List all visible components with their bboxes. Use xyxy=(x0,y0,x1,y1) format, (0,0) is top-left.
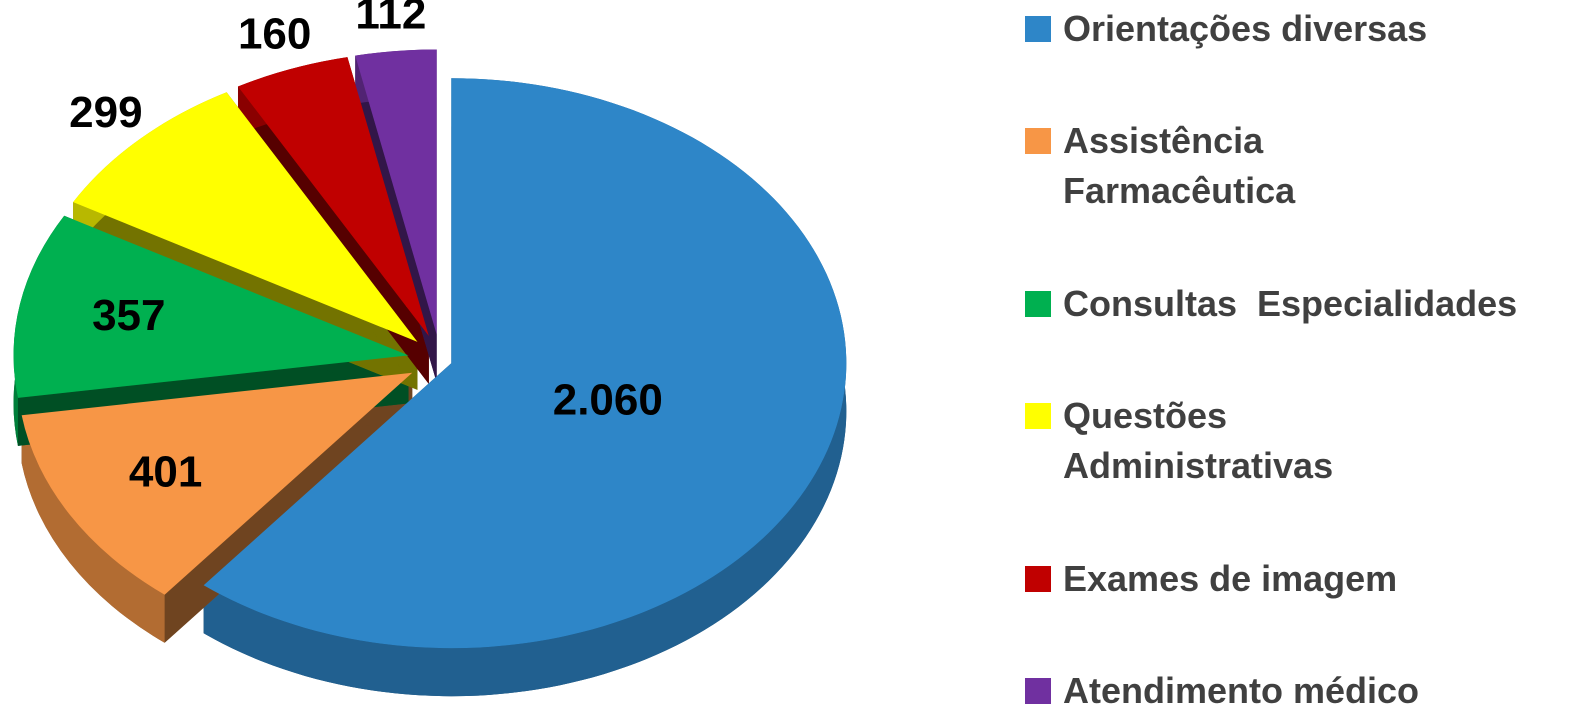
slice-rim xyxy=(21,415,165,643)
legend-label: Exames de imagem xyxy=(1063,557,1398,599)
legend-entry: Exames de imagem xyxy=(1025,554,1585,604)
legend-label: Assistência Farmacêutica xyxy=(1063,120,1296,212)
data-label: 160 xyxy=(238,9,311,58)
data-label: 2.060 xyxy=(553,376,663,425)
legend-swatch xyxy=(1025,290,1051,317)
legend-label: Questões Administrativas xyxy=(1063,395,1334,487)
data-label: 112 xyxy=(355,0,426,39)
legend-swatch xyxy=(1025,565,1051,592)
slice-rim xyxy=(203,78,847,697)
legend-label: Orientações diversas xyxy=(1063,8,1428,49)
slice xyxy=(203,78,847,649)
legend-entry: Assistência Farmacêutica xyxy=(1025,116,1585,216)
legend-label: Atendimento médico xyxy=(1063,669,1420,711)
legend-entry: Orientações diversas xyxy=(1025,4,1585,54)
legend-swatch xyxy=(1025,677,1051,704)
legend-label: Consultas Especialidades xyxy=(1063,282,1518,324)
data-label: 299 xyxy=(69,88,142,137)
legend: Orientações diversas Assistência Farmacêu… xyxy=(1025,4,1585,716)
slice xyxy=(355,49,437,335)
legend-swatch xyxy=(1025,16,1051,42)
legend-swatch xyxy=(1025,128,1051,155)
data-label: 401 xyxy=(129,448,202,497)
legend-entry: Consultas Especialidades xyxy=(1025,279,1585,329)
slice xyxy=(73,92,418,342)
data-label: 357 xyxy=(92,291,165,340)
slice xyxy=(21,372,413,595)
legend-swatch xyxy=(1025,403,1051,430)
legend-entry: Questões Administrativas xyxy=(1025,391,1585,491)
slice xyxy=(13,215,409,398)
slice xyxy=(237,57,429,337)
legend-entry: Atendimento médico xyxy=(1025,666,1585,716)
chart: 2.060 401 357 299 160 112 xyxy=(13,0,847,697)
